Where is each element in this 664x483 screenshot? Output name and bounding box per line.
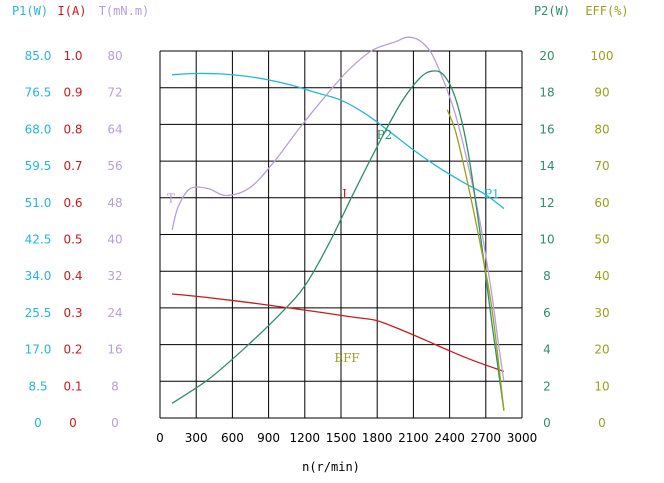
y-tick-label-t: 40 [107, 233, 122, 247]
y-tick-label-eff: 20 [594, 343, 609, 357]
y-tick-label-t: 24 [107, 306, 122, 320]
axis-header-t: T(mN.m) [99, 4, 150, 18]
x-axis-label: n(r/min) [302, 460, 360, 474]
x-tick-label: 600 [221, 431, 244, 445]
y-tick-label-p1: 51.0 [25, 196, 52, 210]
y-tick-label-p2: 0 [543, 416, 551, 430]
y-tick-label-i: 0.8 [63, 122, 82, 136]
axis-labels: P1(W) I(A) T(mN.m) P2(W) EFF(%) [12, 4, 629, 18]
x-tick-label: 0 [156, 431, 164, 445]
x-tick-label: 2700 [471, 431, 502, 445]
x-tick-label: 1500 [326, 431, 357, 445]
series-label-eff: EFF [334, 351, 359, 365]
x-tick-label: 3000 [507, 431, 538, 445]
y-tick-label-eff: 60 [594, 196, 609, 210]
series-label-i: I [342, 187, 347, 201]
y-tick-label-p1: 0 [34, 416, 42, 430]
series-label-p1: P1 [484, 187, 500, 201]
y-tick-label-i: 0.3 [63, 306, 82, 320]
y-tick-label-p2: 16 [539, 122, 554, 136]
y-tick-label-p1: 17.0 [25, 343, 52, 357]
y-tick-label-t: 48 [107, 196, 122, 210]
series-label-t: T [167, 191, 175, 205]
y-tick-label-i: 0.5 [63, 233, 82, 247]
y-tick-label-t: 16 [107, 343, 122, 357]
y-tick-label-eff: 90 [594, 86, 609, 100]
y-tick-label-t: 72 [107, 86, 122, 100]
y-tick-label-eff: 50 [594, 233, 609, 247]
x-tick-label: 1800 [362, 431, 393, 445]
y-tick-label-eff: 70 [594, 159, 609, 173]
y-tick-label-p2: 14 [539, 159, 554, 173]
x-tick-label: 1200 [290, 431, 321, 445]
axis-header-p2: P2(W) [534, 4, 570, 18]
y-tick-label-p2: 10 [539, 233, 554, 247]
y-tick-label-p1: 85.0 [25, 49, 52, 63]
y-tick-label-i: 1.0 [63, 49, 82, 63]
y-tick-label-p1: 68.0 [25, 122, 52, 136]
x-tick-label: 300 [185, 431, 208, 445]
y-tick-label-i: 0.4 [63, 269, 82, 283]
y-tick-label-i: 0.6 [63, 196, 82, 210]
axis-header-p1: P1(W) [12, 4, 48, 18]
y-tick-label-t: 56 [107, 159, 122, 173]
series-line-i [172, 293, 505, 373]
curve-labels: P1 I T P2 EFF [167, 128, 500, 365]
y-tick-label-eff: 30 [594, 306, 609, 320]
y-tick-label-eff: 80 [594, 122, 609, 136]
y-tick-label-i: 0.2 [63, 343, 82, 357]
x-tick-label: 2100 [398, 431, 429, 445]
y-tick-label-t: 80 [107, 49, 122, 63]
y-tick-label-p1: 34.0 [25, 269, 52, 283]
y-tick-label-i: 0.1 [63, 379, 82, 393]
y-tick-label-t: 32 [107, 269, 122, 283]
y-tick-label-eff: 40 [594, 269, 609, 283]
y-tick-label-p1: 59.5 [25, 159, 52, 173]
y-tick-label-p2: 8 [543, 269, 551, 283]
y-tick-label-p2: 4 [543, 343, 551, 357]
x-tick-label: 900 [257, 431, 280, 445]
axis-header-eff: EFF(%) [585, 4, 628, 18]
y-tick-label-p2: 2 [543, 379, 551, 393]
y-tick-label-t: 64 [107, 122, 122, 136]
y-tick-label-t: 0 [111, 416, 119, 430]
y-tick-label-p2: 6 [543, 306, 551, 320]
tick-labels: 0 300 600 900 1200 1500 1800 2100 2400 2700 300085… [25, 49, 614, 445]
series-line-eff [446, 109, 505, 411]
y-tick-label-p1: 25.5 [25, 306, 52, 320]
y-tick-label-p1: 8.5 [28, 379, 47, 393]
y-tick-label-t: 8 [111, 379, 119, 393]
y-tick-label-p2: 12 [539, 196, 554, 210]
y-tick-label-p2: 18 [539, 86, 554, 100]
series-label-p2: P2 [377, 128, 393, 142]
grid [159, 50, 523, 419]
curves [171, 36, 505, 411]
series-line-t [171, 36, 505, 382]
y-tick-label-p2: 20 [539, 49, 554, 63]
y-tick-label-i: 0.9 [63, 86, 82, 100]
y-tick-label-eff: 100 [591, 49, 614, 63]
y-tick-label-p1: 42.5 [25, 233, 52, 247]
axis-header-i: I(A) [58, 4, 87, 18]
y-tick-label-i: 0.7 [63, 159, 82, 173]
series-line-p2 [171, 70, 505, 411]
y-tick-label-eff: 0 [598, 416, 606, 430]
y-tick-label-eff: 10 [594, 379, 609, 393]
y-tick-label-p1: 76.5 [25, 86, 52, 100]
y-tick-label-i: 0 [69, 416, 77, 430]
series-line-p1 [172, 72, 505, 210]
x-tick-label: 2400 [434, 431, 465, 445]
